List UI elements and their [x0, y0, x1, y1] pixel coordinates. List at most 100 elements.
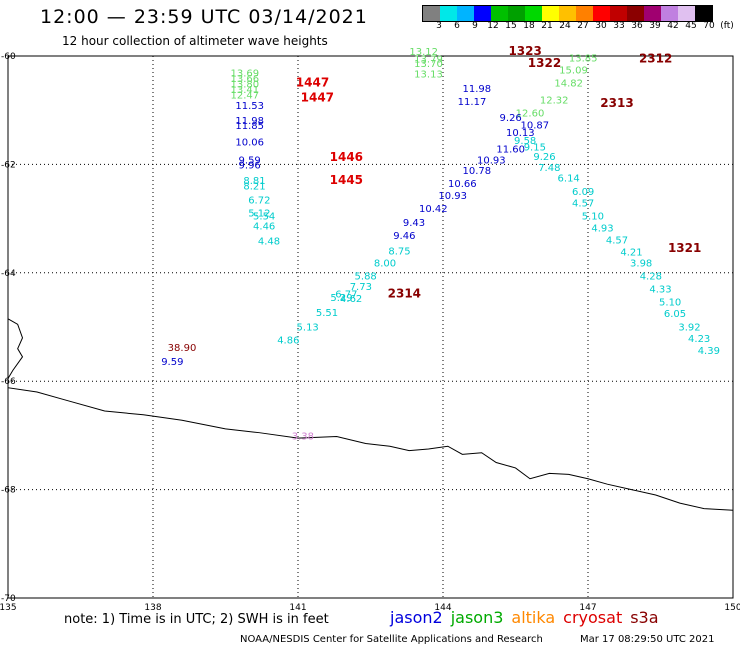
wave-height-label: 1447 — [301, 91, 334, 105]
colorbar-label: 15 — [505, 21, 517, 31]
legend-item: jason2 — [390, 608, 443, 627]
colorbar-label: 24 — [559, 21, 571, 31]
wave-height-label: 9.59 — [161, 357, 183, 368]
page-subtitle: 12 hour collection of altimeter wave hei… — [62, 34, 328, 48]
wave-height-label: 4.39 — [698, 346, 720, 357]
wave-height-label: 9.15 — [524, 142, 546, 153]
colorbar-cell — [474, 6, 491, 21]
y-tick-label: -66 — [1, 377, 16, 387]
wave-height-label: 14.82 — [554, 78, 583, 89]
credit-text: NOAA/NESDIS Center for Satellite Applica… — [240, 634, 543, 645]
wave-height-label: 11.53 — [235, 101, 264, 112]
units-note: note: 1) Time is in UTC; 2) SWH is in fe… — [64, 612, 329, 627]
x-tick-label: 147 — [579, 603, 596, 613]
x-tick-label: 138 — [144, 603, 161, 613]
wave-height-label: 8.00 — [374, 258, 396, 269]
wave-height-label: 9.59 — [239, 155, 261, 166]
wave-height-label: 12.60 — [516, 109, 545, 120]
wave-height-label: 8.21 — [243, 181, 265, 192]
colorbar-cell — [559, 6, 576, 21]
colorbar-cell — [525, 6, 542, 21]
colorbar-label: 30 — [595, 21, 607, 31]
colorbar-label: 6 — [454, 21, 460, 31]
colorbar-label: 9 — [472, 21, 478, 31]
wave-height-label: 15.09 — [559, 65, 588, 76]
legend-item: cryosat — [563, 608, 623, 627]
wave-height-label: 9.46 — [393, 231, 415, 242]
colorbar-label: 45 — [685, 21, 697, 31]
wave-height-label: 10.66 — [448, 179, 477, 190]
wave-height-label: 13.80 — [231, 79, 260, 90]
wave-height-label: 6.05 — [664, 309, 686, 320]
colorbar-label: 18 — [523, 21, 535, 31]
wave-height-label: 4.23 — [688, 334, 710, 345]
colorbar-label: 33 — [613, 21, 625, 31]
legend-item: jason3 — [450, 608, 504, 627]
colorbar-label: 39 — [649, 21, 661, 31]
y-tick-label: -68 — [1, 486, 16, 496]
wave-height-label: 4.46 — [253, 221, 275, 232]
wave-height-label: 1322 — [528, 56, 561, 70]
wave-height-label: 6.77 — [335, 290, 357, 301]
wave-height-label: 2312 — [639, 52, 672, 66]
wave-height-label: 6.09 — [572, 187, 594, 198]
wave-height-label: 13.69 — [231, 69, 260, 80]
legend-item: s3a — [630, 608, 659, 627]
wave-height-label: 13.70 — [414, 59, 443, 70]
map-grid — [7, 55, 734, 599]
wave-height-label: 9.26 — [533, 152, 555, 163]
wave-height-label: 8.81 — [243, 176, 265, 187]
wave-height-label: 12.47 — [231, 90, 260, 101]
wave-height-colorbar — [422, 5, 713, 22]
wave-height-label: 11.98 — [235, 116, 264, 127]
wave-height-label: 5.10 — [582, 212, 604, 223]
colorbar-label: 27 — [577, 21, 589, 31]
wave-height-label: 5.54 — [253, 212, 275, 223]
wave-height-label: 4.86 — [277, 335, 299, 346]
wave-height-label: 38.90 — [168, 343, 197, 354]
wave-height-label: 7.73 — [350, 282, 372, 293]
wave-height-label: 9.26 — [500, 113, 522, 124]
colorbar-label: (ft) — [720, 21, 734, 31]
wave-height-label: 5.88 — [355, 271, 377, 282]
y-tick-label: -64 — [1, 269, 16, 279]
colorbar-cell — [695, 6, 712, 21]
wave-height-label: 7.48 — [538, 163, 560, 174]
wave-height-label: 10.06 — [235, 137, 264, 148]
colorbar-labels: 3 6 9 12 15 18 21 24 27 30 33 36 39 42 45 70 (ft) — [422, 21, 740, 33]
colorbar-cell — [491, 6, 508, 21]
colorbar-cell — [644, 6, 661, 21]
x-tick-label: 144 — [434, 603, 451, 613]
wave-height-label: 1447 — [296, 75, 329, 89]
wave-height-label: 6.72 — [248, 195, 270, 206]
wave-height-label: 11.17 — [458, 97, 487, 108]
y-tick-label: -70 — [1, 594, 16, 604]
wave-height-label: 1321 — [668, 241, 701, 255]
wave-height-label: 8.75 — [388, 246, 410, 257]
wave-height-label: 11.98 — [463, 84, 492, 95]
wave-height-label: 4.21 — [620, 247, 642, 258]
page-title: 12:00 — 23:59 UTC 03/14/2021 — [40, 6, 368, 28]
wave-height-label: 5.12 — [248, 208, 270, 219]
y-tick-label: -62 — [1, 160, 16, 170]
wave-height-label: 13.41 — [231, 85, 260, 96]
wave-height-label: 3.38 — [292, 432, 314, 443]
wave-height-label: 10.93 — [477, 155, 506, 166]
colorbar-cell — [457, 6, 474, 21]
colorbar-cell — [610, 6, 627, 21]
colorbar-cell — [508, 6, 525, 21]
wave-height-label: 9.43 — [403, 218, 425, 229]
colorbar-cell — [593, 6, 610, 21]
wave-height-label: 5.10 — [659, 297, 681, 308]
colorbar-cell — [627, 6, 644, 21]
wave-height-label: 13.85 — [569, 53, 598, 64]
wave-height-label: 5.13 — [297, 322, 319, 333]
colorbar-label: 36 — [631, 21, 643, 31]
x-tick-label: 141 — [289, 603, 306, 613]
colorbar-cell — [423, 6, 440, 21]
wave-height-label: 4.28 — [640, 271, 662, 282]
wave-height-label: 4.48 — [258, 237, 280, 248]
wave-height-label: 13.79 — [414, 55, 443, 66]
